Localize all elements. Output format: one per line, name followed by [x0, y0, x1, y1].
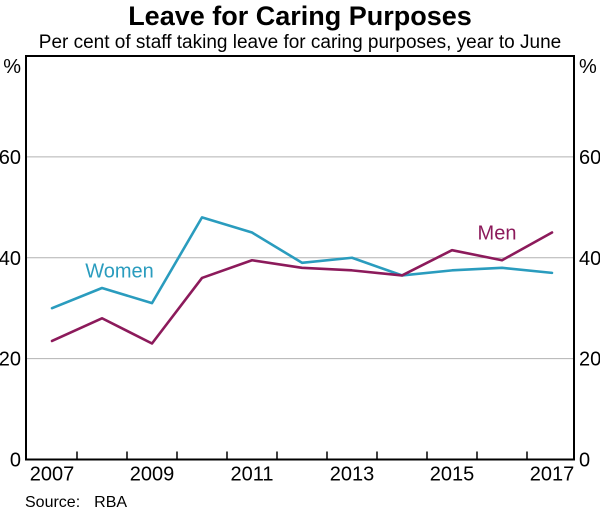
series-label-women: Women — [85, 260, 154, 282]
y-tick-label-right: 40 — [579, 248, 600, 270]
x-tick-label: 2009 — [130, 464, 175, 486]
series-line-women — [50, 216, 554, 310]
y-tick-label-right: 0 — [579, 450, 590, 472]
x-tick-label: 2017 — [530, 464, 575, 486]
x-tick-label: 2007 — [30, 464, 75, 486]
x-tick-label: 2013 — [330, 464, 375, 486]
chart-subtitle: Per cent of staff taking leave for carin… — [38, 32, 562, 53]
y-tick-label-left: 20 — [0, 349, 21, 371]
y-tick-label-left: 60 — [0, 147, 21, 169]
plot-frame — [25, 55, 575, 461]
chart-title: Leave for Caring Purposes — [128, 1, 472, 31]
x-tick-label: 2015 — [430, 464, 475, 486]
y-axis-unit-right: % — [579, 56, 597, 78]
source-value: RBA — [94, 494, 128, 511]
source-label: Source: — [25, 494, 81, 511]
y-tick-label-left: 0 — [10, 450, 21, 472]
source-note: Source: RBA — [25, 493, 127, 513]
y-tick-label-right: 60 — [579, 147, 600, 169]
series-line-men — [50, 231, 554, 345]
y-tick-label-right: 20 — [579, 349, 600, 371]
x-tick-label: 2011 — [230, 464, 273, 486]
y-axis-unit-left: % — [3, 56, 21, 78]
series-label-men: Men — [478, 223, 517, 245]
y-tick-label-left: 40 — [0, 248, 21, 270]
